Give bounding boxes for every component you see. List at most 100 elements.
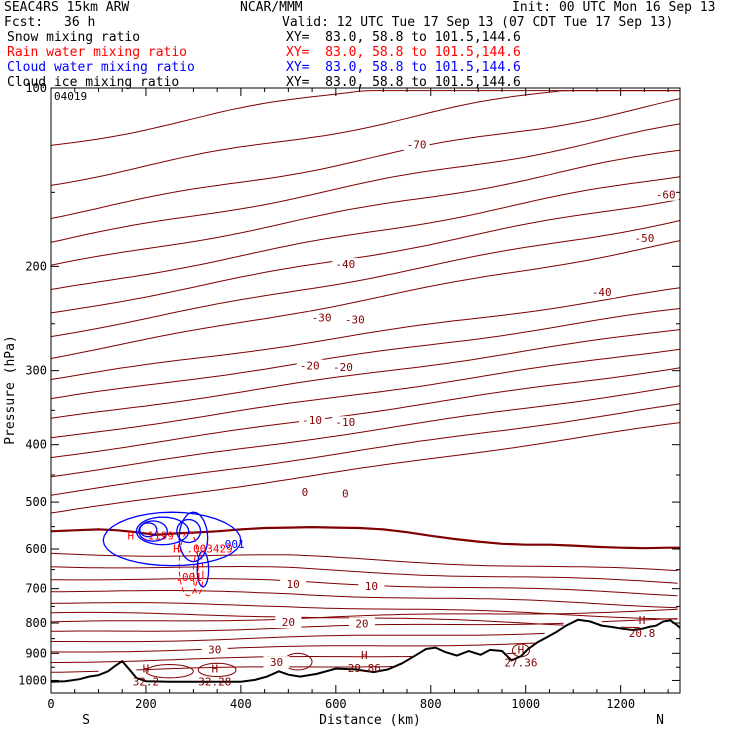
isotherm-line [50, 98, 681, 219]
isotherm-line [50, 608, 678, 623]
temperature-contour-label: -40 [592, 286, 612, 299]
field-snow-xy: XY= 83.0, 58.8 to 101.5,144.6 [286, 30, 521, 45]
temperature-contour-label: 10 [365, 580, 378, 593]
extremum-value: 32.2 [133, 676, 160, 689]
isotherm-loop [145, 663, 194, 679]
x-endpoint-right: N [656, 713, 664, 728]
temperature-contour-label: -70 [407, 138, 427, 151]
contour-label-bg [588, 286, 615, 299]
isotherm-line [50, 176, 681, 290]
x-tick-label: 400 [230, 697, 252, 711]
extremum-marker: H [518, 644, 525, 657]
field-cloud-name: Cloud water mixing ratio [7, 60, 195, 75]
y-tick-label: 200 [25, 259, 47, 273]
plot-frame [50, 87, 681, 694]
isotherm-line [50, 670, 99, 673]
cloud-contour [196, 550, 210, 588]
isotherm-line [50, 403, 681, 496]
contour-label-bg [652, 188, 679, 201]
field-cloud-xy: XY= 83.0, 58.8 to 101.5,144.6 [286, 60, 521, 75]
isotherm-loop [511, 643, 530, 658]
y-tick-label: 800 [25, 616, 47, 630]
contour-label-bg [403, 138, 430, 151]
temperature-contour-label: -30 [345, 314, 365, 327]
temperature-contour-label: -20 [300, 359, 320, 372]
x-axis-title: Distance (km) [319, 713, 421, 728]
field-snow-name: Snow mixing ratio [7, 30, 141, 45]
contour-label-bg [291, 486, 318, 499]
field-ice-name: Cloud ice mixing ratio [7, 75, 180, 90]
contour-label-bg [263, 656, 290, 669]
isotherm-line [50, 590, 678, 609]
cloud-contour [176, 518, 202, 544]
fcst-label: Fcst: [4, 15, 44, 30]
contour-label-bg [332, 416, 359, 429]
terrain [50, 618, 681, 683]
temperature-contour-label: 20 [282, 616, 295, 629]
temperature-contour-label: 30 [270, 656, 283, 669]
temperature-contour-label: -60 [656, 189, 676, 202]
isotherm-line [50, 642, 536, 653]
org-label: NCAR/MMM [240, 0, 303, 15]
temperature-contour-label: -10 [302, 414, 322, 427]
temperature-contour-label: -20 [333, 361, 353, 374]
y-axis-title: Pressure (hPa) [3, 335, 18, 445]
contour-label-bg [308, 311, 335, 324]
isotherm-line [50, 149, 681, 266]
contour-label-bg [332, 487, 359, 500]
init-time: Init: 00 UTC Mon 16 Sep 13 [512, 0, 716, 15]
valid-time: Valid: 12 UTC Tue 17 Sep 13 (07 CDT Tue … [282, 15, 674, 30]
temperature-contour-label: 20 [355, 618, 368, 631]
stamp-label: 04019 [54, 90, 87, 103]
y-tick-label: 600 [25, 542, 47, 556]
x-tick-label: 0 [47, 697, 54, 711]
x-endpoint-left: S [82, 713, 90, 728]
cloud-water-contour-label: .001 [218, 538, 245, 551]
temperature-contour-label: 10 [286, 578, 299, 591]
contour-label-bg [299, 414, 326, 427]
isotherm-line [50, 287, 681, 380]
isotherm-line [50, 308, 681, 400]
rain-water-contour-label: .001 [175, 571, 202, 584]
model-label: SEAC4RS 15km ARW [4, 0, 130, 15]
zero-isotherm-line [50, 525, 680, 550]
temperature-contour-label: -30 [312, 312, 332, 325]
isotherm-line [51, 656, 412, 663]
x-tick-label: 800 [420, 697, 442, 711]
extremum-marker: H [361, 649, 368, 662]
contour-label-bg [275, 616, 302, 629]
cloud-contour [135, 516, 190, 546]
y-tick-label: 500 [25, 495, 47, 509]
field-rain-name: Rain water mixing ratio [7, 45, 188, 60]
rain-contour [192, 550, 204, 595]
x-tick-label: 200 [135, 697, 157, 711]
isotherm-line [50, 220, 681, 338]
extremum-marker: H [143, 663, 150, 676]
cloud-contour [102, 511, 242, 567]
y-tick-label: 1000 [18, 673, 47, 687]
contour-labels: -70 -60 -50 -40 -40 -30 -30 -20 -20 -10 -10 0 0 10 10 2… [128, 138, 679, 689]
contour-label-bg [358, 579, 385, 592]
isotherm-line [601, 618, 678, 623]
isotherm-line [50, 367, 681, 459]
extremum-value: 32.28 [198, 676, 231, 689]
contour-label-bg [348, 617, 375, 630]
contour-label-bg [341, 313, 368, 326]
cloud-contour [138, 520, 168, 542]
contour-label-bg [280, 577, 307, 590]
isotherm-line [50, 622, 564, 632]
isotherm-line [50, 198, 681, 314]
y-tick-label: 700 [25, 582, 47, 596]
cloud-water-contours [102, 511, 242, 588]
temperature-contour-label: 30 [208, 643, 221, 656]
contour-label-bg [332, 258, 359, 271]
isotherm-line [50, 565, 678, 584]
contour-label-bg [329, 361, 356, 374]
contour-label-bg [296, 359, 323, 372]
y-tick-label: 300 [25, 364, 47, 378]
cloud-contour [178, 511, 209, 563]
field-rain-xy: XY= 83.0, 58.8 to 101.5,144.6 [286, 45, 521, 60]
isotherm-line [50, 348, 681, 439]
field-ice-xy: XY= 83.0, 58.8 to 101.5,144.6 [286, 75, 521, 90]
